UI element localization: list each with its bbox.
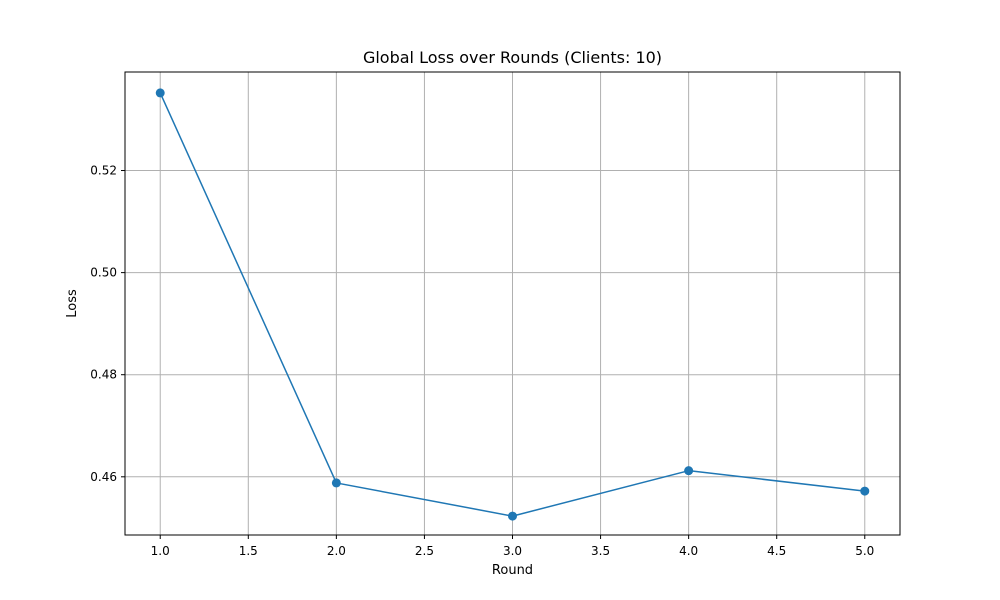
y-axis-ticks: 0.46 0.48 0.50 0.52 [90, 164, 125, 484]
y-tick-label: 0.52 [90, 164, 117, 178]
y-tick-label: 0.46 [90, 470, 117, 484]
x-tick-label: 5.0 [855, 544, 874, 558]
x-axis-ticks: 1.0 1.5 2.0 2.5 3.0 3.5 4.0 4.5 5.0 [151, 535, 874, 558]
x-axis-label: Round [492, 563, 533, 578]
data-point-marker [860, 486, 870, 496]
x-tick-label: 4.5 [767, 544, 786, 558]
data-point-marker [155, 88, 165, 98]
x-tick-label: 2.5 [415, 544, 434, 558]
y-tick-label: 0.48 [90, 368, 117, 382]
x-tick-label: 2.0 [327, 544, 346, 558]
y-tick-label: 0.50 [90, 266, 117, 280]
data-point-marker [508, 511, 517, 521]
x-tick-label: 1.0 [151, 544, 170, 558]
loss-series-markers [155, 88, 870, 521]
data-point-marker [331, 478, 341, 488]
x-tick-label: 3.0 [503, 544, 522, 558]
chart-title: Global Loss over Rounds (Clients: 10) [363, 48, 662, 67]
x-tick-label: 1.5 [239, 544, 258, 558]
y-axis-label: Loss [65, 289, 80, 318]
grid-lines [125, 72, 900, 535]
data-point-marker [684, 466, 694, 476]
x-tick-label: 3.5 [591, 544, 610, 558]
x-tick-label: 4.0 [679, 544, 698, 558]
